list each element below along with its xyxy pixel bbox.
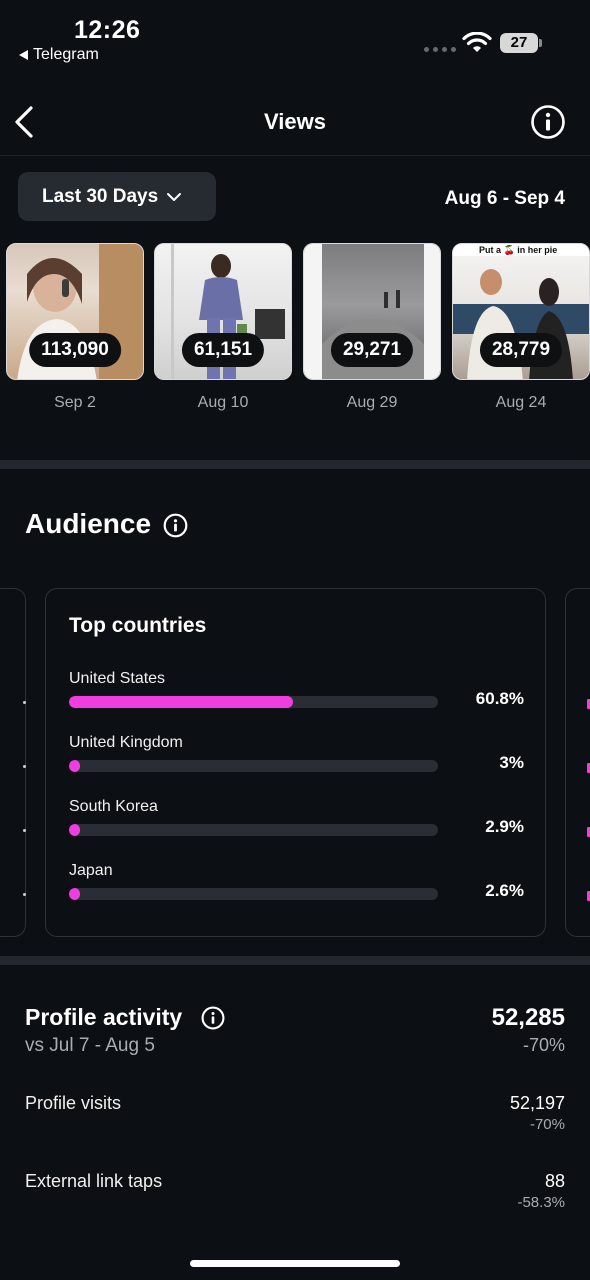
country-name: United States xyxy=(69,670,166,687)
chevron-down-icon xyxy=(167,192,182,201)
country-bar-fill xyxy=(69,696,294,708)
profile-activity-total: 52,285 xyxy=(491,1004,565,1031)
info-icon[interactable] xyxy=(530,104,566,140)
country-bar-track xyxy=(69,760,438,772)
metric-change: -58.3% xyxy=(517,1194,565,1211)
profile-activity-change: -70% xyxy=(522,1035,565,1055)
country-percent: 2.6% xyxy=(485,881,524,900)
country-name: Japan xyxy=(69,862,113,879)
range-label: Last 30 Days xyxy=(42,185,159,207)
info-icon[interactable] xyxy=(163,513,188,538)
country-bar-track xyxy=(69,696,438,708)
cellular-signal-icon xyxy=(424,47,456,52)
country-row: United States 60.8% xyxy=(69,670,524,708)
home-indicator[interactable] xyxy=(190,1260,400,1267)
post-date: Sep 2 xyxy=(54,394,96,411)
status-time: 12:26 xyxy=(74,16,141,44)
country-row: Japan 2.6% xyxy=(69,862,524,900)
country-bar-track xyxy=(69,888,438,900)
page-title: Views xyxy=(264,109,326,134)
post-views: 29,271 xyxy=(330,333,414,367)
audience-card-previous[interactable] xyxy=(0,588,26,937)
metric-change: -70% xyxy=(529,1116,565,1133)
country-row: South Korea 2.9% xyxy=(69,798,524,836)
post-views: 28,779 xyxy=(479,333,563,367)
back-app-label: Telegram xyxy=(33,46,99,63)
info-icon[interactable] xyxy=(201,1006,225,1030)
section-divider xyxy=(0,460,590,469)
audience-title: Audience xyxy=(25,508,152,539)
post-caption: Put a 🍒 in her pie xyxy=(479,244,557,256)
post-thumbnail[interactable]: Put a 🍒 in her pie 28,779 xyxy=(452,243,590,380)
country-row: United Kingdom 3% xyxy=(69,734,524,772)
post-views: 113,090 xyxy=(29,333,121,367)
country-bar-fill xyxy=(69,824,81,836)
top-countries-card: Top countries United States 60.8% United… xyxy=(45,588,546,937)
card-title: Top countries xyxy=(69,614,207,637)
post-thumbnail[interactable]: 29,271 xyxy=(303,243,441,380)
metric-label: External link taps xyxy=(25,1171,163,1191)
profile-activity-title: Profile activity xyxy=(25,1004,183,1030)
back-to-app-link[interactable]: Telegram xyxy=(19,46,99,64)
country-percent: 60.8% xyxy=(475,689,524,708)
country-percent: 3% xyxy=(499,753,524,772)
battery-icon: 27 xyxy=(500,33,538,53)
section-divider xyxy=(0,956,590,965)
post-date: Aug 10 xyxy=(197,394,249,411)
battery-tip xyxy=(539,39,542,47)
country-bar-fill xyxy=(69,760,81,772)
metric-label: Profile visits xyxy=(25,1093,122,1113)
country-name: United Kingdom xyxy=(69,734,183,751)
post-thumbnail[interactable]: 113,090 xyxy=(6,243,144,380)
post-date: Aug 24 xyxy=(495,394,547,411)
date-range-dropdown[interactable]: Last 30 Days xyxy=(18,172,216,221)
audience-card-next[interactable] xyxy=(565,588,590,937)
post-date: Aug 29 xyxy=(346,394,398,411)
country-name: South Korea xyxy=(69,798,158,815)
header-divider xyxy=(0,155,590,156)
date-range-text: Aug 6 - Sep 4 xyxy=(444,188,565,209)
back-arrow-icon[interactable] xyxy=(10,103,40,141)
back-triangle-icon xyxy=(19,50,28,60)
wifi-icon xyxy=(462,32,492,52)
country-percent: 2.9% xyxy=(485,817,524,836)
country-bar-track xyxy=(69,824,438,836)
post-views: 61,151 xyxy=(181,333,265,367)
comparison-period: vs Jul 7 - Aug 5 xyxy=(25,1035,155,1056)
post-thumbnail[interactable]: 61,151 xyxy=(154,243,292,380)
metric-value: 88 xyxy=(544,1171,565,1191)
country-bar-fill xyxy=(69,888,81,900)
metric-value: 52,197 xyxy=(509,1093,565,1113)
